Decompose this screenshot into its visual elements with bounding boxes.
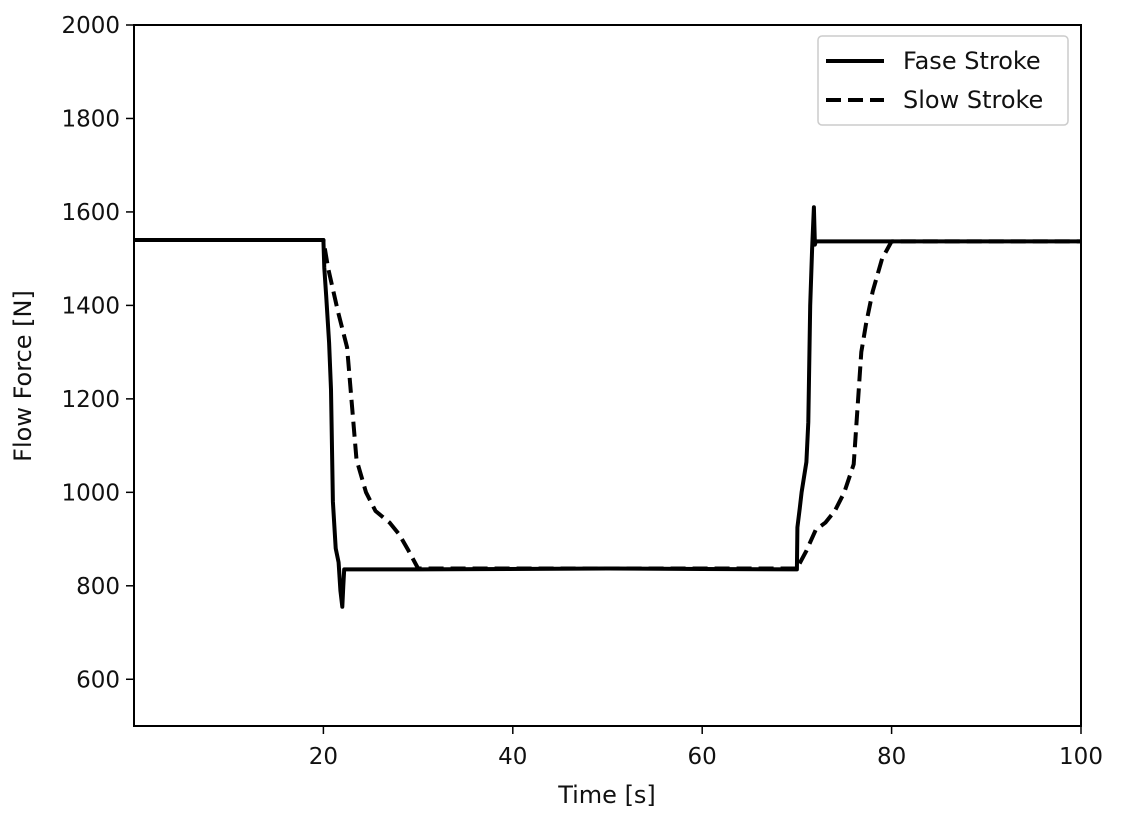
y-tick-label: 1600 <box>61 200 120 226</box>
y-tick-label: 1200 <box>61 387 120 413</box>
series-line-slow-stroke <box>134 238 1081 571</box>
x-axis-label: Time [s] <box>557 781 656 809</box>
x-tick-label: 80 <box>877 744 906 770</box>
y-tick-label: 1800 <box>61 106 120 132</box>
y-tick-label: 1400 <box>61 293 120 319</box>
series-layer <box>134 205 1081 609</box>
legend-label-fase-stroke: Fase Stroke <box>903 47 1041 75</box>
y-tick-label: 600 <box>76 667 120 693</box>
legend-box <box>817 35 1069 126</box>
y-tick-label: 2000 <box>61 13 120 39</box>
x-axis-ticks: 20 40 60 80 100 <box>309 726 1103 770</box>
y-axis-label: Flow Force [N] <box>9 290 37 462</box>
plot-area <box>133 24 1082 727</box>
x-tick-label: 100 <box>1059 744 1103 770</box>
x-tick-label: 60 <box>688 744 717 770</box>
legend-label-slow-stroke: Slow Stroke <box>903 86 1043 114</box>
y-axis-ticks: 600 800 1000 1200 1400 1600 1800 2000 <box>61 13 134 693</box>
y-tick-label: 800 <box>76 574 120 600</box>
y-tick-label: 1000 <box>61 480 120 506</box>
x-tick-label: 20 <box>309 744 338 770</box>
x-tick-label: 40 <box>498 744 527 770</box>
legend: Fase Stroke Slow Stroke <box>817 35 1069 126</box>
